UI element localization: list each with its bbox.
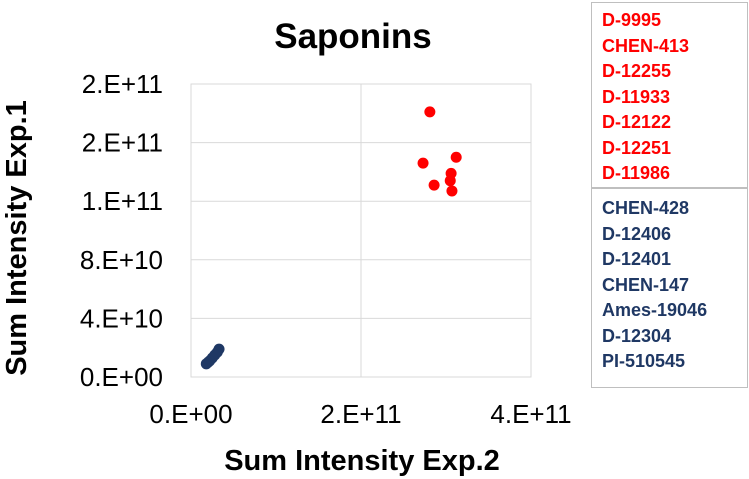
- y-tick-labels: 0.E+00 4.E+10 8.E+10 1.E+11 2.E+11 2.E+11: [80, 69, 163, 392]
- x-axis-label: Sum Intensity Exp.2: [224, 445, 500, 477]
- legend-entry: D-12406: [602, 223, 672, 244]
- legend-entry: D-9995: [602, 10, 662, 30]
- y-axis-label: Sum Intensity Exp.1: [1, 100, 33, 376]
- y-tick-label: 2.E+11: [82, 69, 163, 99]
- legend-entry: CHEN-428: [602, 198, 690, 218]
- y-tick-label: 1.E+11: [82, 186, 163, 216]
- data-points: [200, 106, 462, 370]
- data-point-red: [428, 179, 440, 191]
- plot-area: [190, 83, 532, 378]
- data-point-red: [450, 151, 462, 163]
- grid-lines: [190, 83, 532, 378]
- legend-entry: CHEN-413: [602, 35, 690, 56]
- legend-entry: CHEN-147: [602, 274, 690, 295]
- y-tick-label: 0.E+00: [80, 362, 163, 392]
- legend-entry: D-11986: [602, 163, 671, 183]
- legend-entry: D-12255: [602, 61, 672, 81]
- data-point-red: [444, 175, 456, 187]
- legend-red-group: D-9995 CHEN-413 D-12255 D-11933 D-12122 D-122…: [591, 2, 748, 188]
- legend-entry: PI-510545: [602, 351, 686, 371]
- x-tick-label: 2.E+11: [320, 399, 401, 429]
- data-point-red: [417, 157, 429, 169]
- x-tick-label: 0.E+00: [149, 399, 232, 429]
- data-point-blue: [200, 358, 212, 370]
- legend-entry: D-12304: [602, 325, 672, 346]
- legend-entry: D-12401: [602, 249, 672, 269]
- y-tick-label: 2.E+11: [82, 128, 163, 158]
- legend-entry: Ames-19046: [602, 300, 708, 320]
- legend-blue-group: CHEN-428 D-12406 D-12401 CHEN-147 Ames-19046…: [591, 188, 748, 388]
- x-tick-labels: 0.E+00 2.E+11 4.E+11: [149, 399, 571, 429]
- y-tick-label: 8.E+10: [80, 245, 163, 275]
- data-point-red: [424, 106, 436, 118]
- chart-title: Saponins: [274, 17, 432, 56]
- legend-entry: D-11933: [602, 86, 671, 107]
- data-point-red: [446, 185, 458, 197]
- legend-entry: D-12122: [602, 112, 672, 132]
- legend-entry: D-12251: [602, 137, 672, 158]
- x-tick-label: 4.E+11: [490, 399, 571, 429]
- y-tick-label: 4.E+10: [80, 303, 163, 333]
